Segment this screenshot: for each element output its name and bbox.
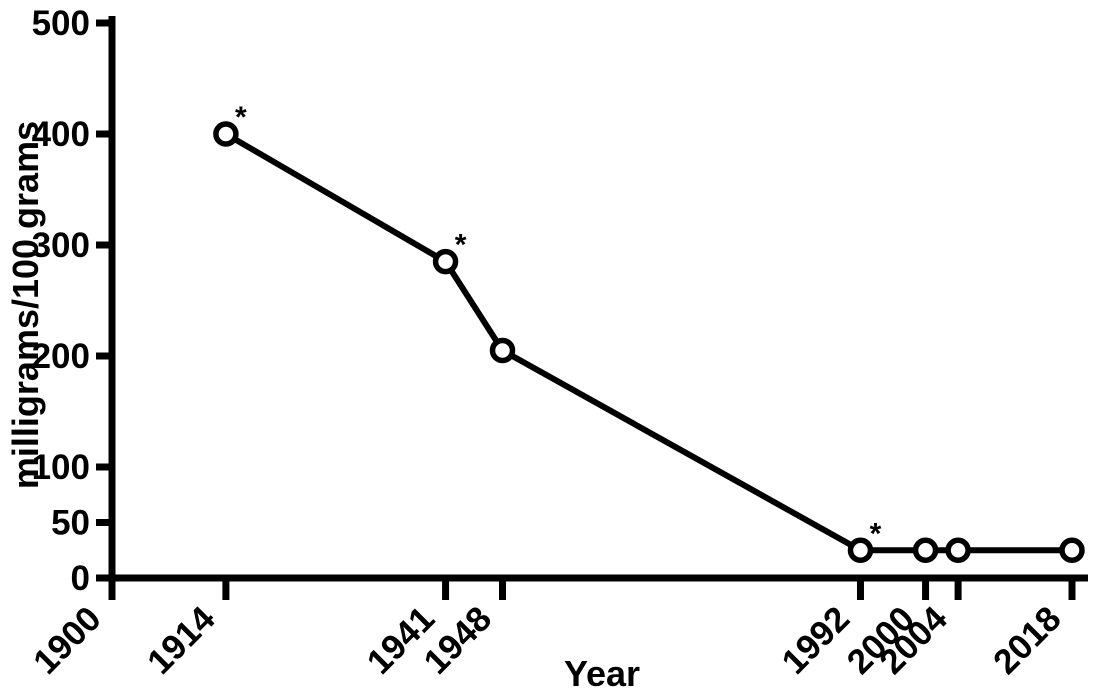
y-tick-label-50: 50: [51, 504, 90, 543]
asterisk-annotation-1941: *: [455, 229, 467, 262]
asterisk-annotation-1914: *: [235, 101, 247, 134]
x-tick-label-1992: 1992: [774, 599, 857, 682]
y-tick-label-100: 100: [32, 448, 90, 487]
x-tick-label-1914: 1914: [140, 599, 223, 682]
data-point-1992: [847, 537, 874, 563]
data-point-1948: [489, 337, 516, 364]
y-tick-label-500: 500: [32, 4, 90, 43]
data-point-1914: [213, 121, 239, 147]
asterisk-annotation-1992: *: [870, 517, 882, 550]
y-tick-label-400: 400: [32, 115, 90, 154]
data-point-2000: [912, 537, 939, 563]
x-tick-label-1948: 1948: [417, 599, 500, 682]
x-axis-title: Year: [564, 653, 640, 692]
x-tick-label-2018: 2018: [986, 599, 1069, 682]
data-line: [224, 131, 1072, 554]
y-axis-title: milligrams/100 grams: [5, 121, 46, 489]
data-point-1941: [432, 248, 459, 275]
annotations-layer: * * *: [235, 101, 882, 550]
data-point-2004: [945, 537, 971, 563]
y-tick-label-200: 200: [32, 337, 90, 376]
axes-layer: [108, 16, 1088, 582]
y-tick-label-300: 300: [32, 226, 90, 265]
data-series-layer: [213, 121, 1085, 563]
data-point-2018: [1059, 537, 1085, 563]
y-tick-label-0: 0: [71, 559, 90, 598]
x-tick-label-1900: 1900: [26, 599, 109, 682]
